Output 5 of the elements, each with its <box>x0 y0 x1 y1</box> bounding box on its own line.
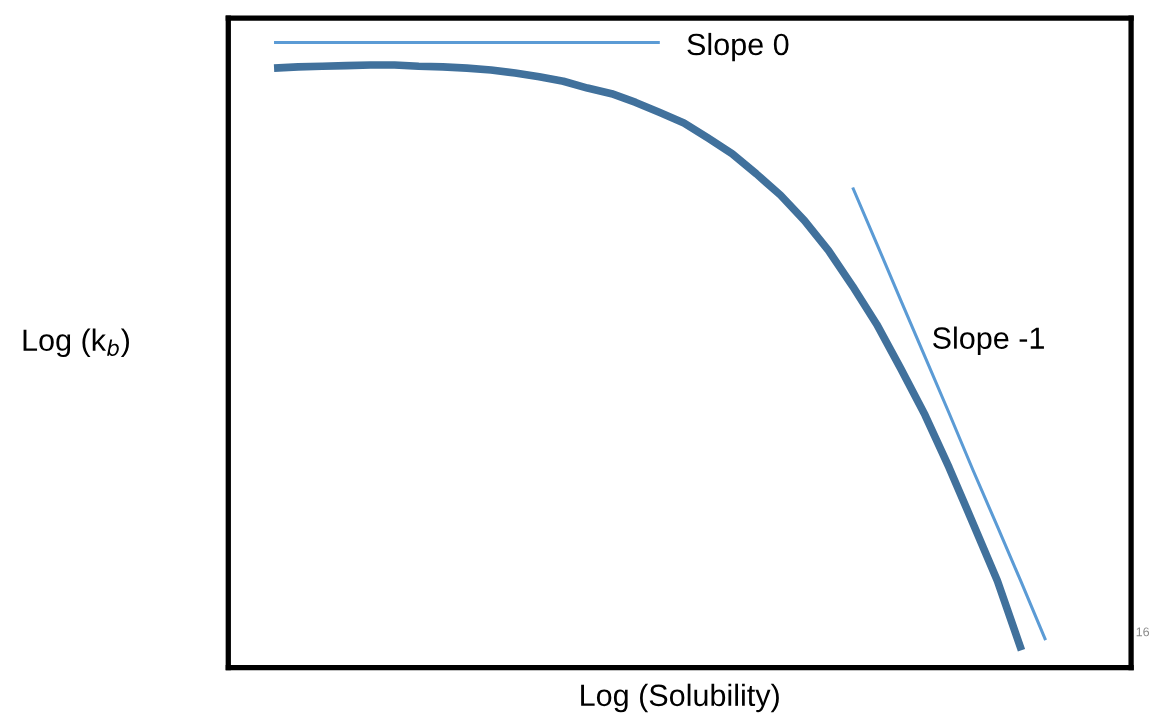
x-axis-title: Log (Solubility) <box>581 683 779 713</box>
y-axis-title: Log (k$_{b}$) <box>23 328 129 358</box>
annotation: Slope 0 <box>687 32 789 62</box>
text: 16 <box>1136 627 1150 637</box>
annotation: Slope -1 <box>933 326 1044 355</box>
